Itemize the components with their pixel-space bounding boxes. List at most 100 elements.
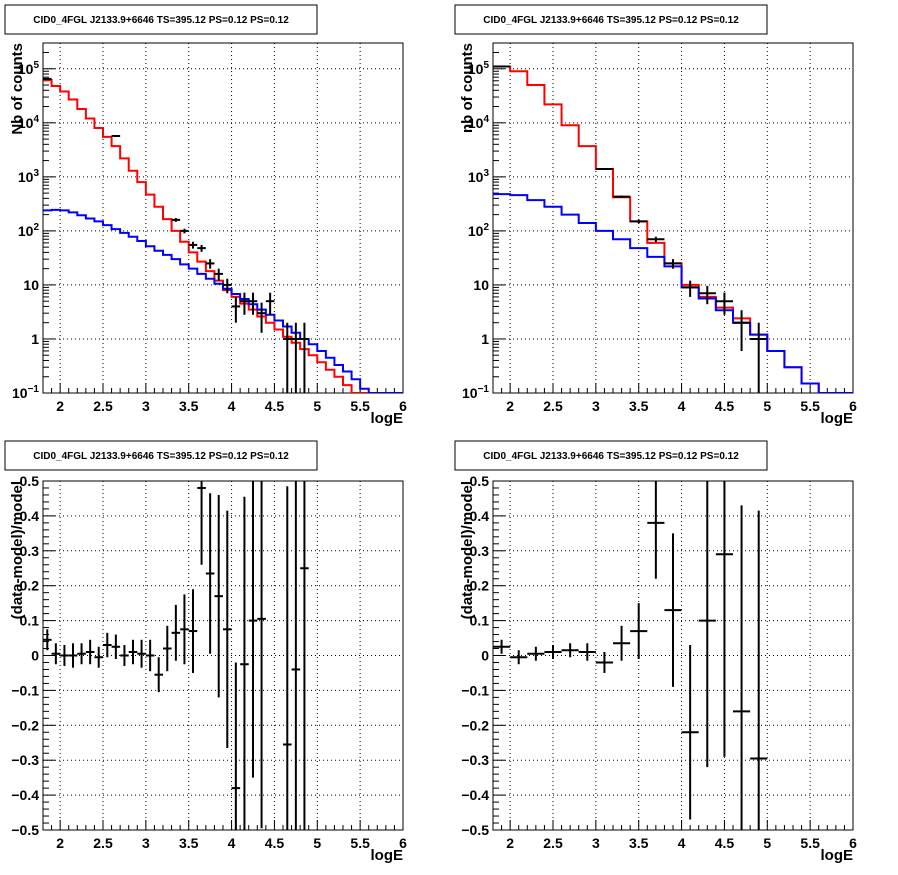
data-point — [154, 657, 163, 693]
data-point — [647, 236, 665, 243]
x-tick-label: 6 — [399, 398, 407, 414]
data-point — [510, 650, 528, 665]
y-tick-label: 103 — [18, 168, 40, 185]
data-point — [248, 481, 258, 778]
data-point — [163, 625, 172, 672]
y-axis-title: Nb of counts — [9, 43, 26, 135]
x-tick-label: 3 — [592, 398, 600, 414]
data-point — [613, 625, 631, 661]
x-tick-label: 4 — [678, 398, 686, 414]
y-tick-label: 105 — [18, 60, 40, 77]
data-point — [715, 481, 733, 757]
x-axis-title: logE — [371, 847, 404, 864]
x-tick-label: 2.5 — [543, 398, 563, 414]
x-tick-label: 3.5 — [629, 398, 649, 414]
data-point — [214, 268, 223, 281]
data-point — [698, 285, 716, 305]
plot-area — [43, 77, 403, 393]
data-point — [664, 259, 682, 269]
data-point — [111, 634, 121, 659]
y-tick-label: 0.3 — [20, 543, 40, 559]
x-tick-label: 5 — [763, 835, 771, 851]
y-axis-title: (data-model)/model — [9, 481, 26, 619]
data-point — [493, 639, 511, 654]
data-point — [544, 645, 562, 659]
x-tick-label: 2.5 — [93, 398, 113, 414]
y-tick-label: 0.3 — [470, 543, 490, 559]
x-tick-label: 2 — [506, 835, 514, 851]
data-point — [283, 322, 292, 393]
x-tick-label: 4.5 — [715, 835, 735, 851]
data-point — [630, 219, 648, 224]
data-point — [715, 292, 733, 315]
y-tick-label: −0.2 — [11, 717, 39, 733]
chart-title: CID0_4FGL J2133.9+6646 TS=395.12 PS=0.12… — [483, 15, 739, 26]
data-point — [231, 296, 241, 323]
y-axis-title: (data-model)/model — [459, 481, 476, 619]
y-tick-label: −0.3 — [461, 752, 489, 768]
data-point — [180, 228, 189, 234]
title-box — [454, 440, 768, 471]
y-tick-label: −0.1 — [11, 682, 39, 698]
y-tick-label: 0 — [481, 648, 489, 664]
y-tick-label: 0.5 — [470, 473, 490, 489]
data-point — [613, 195, 631, 198]
data-point — [664, 533, 682, 687]
data-point — [171, 218, 181, 222]
chart-panel-2: 2 2.5 3 3.5 4 4.5 5 5.5 6 10−1 1 10 102 103 104 105 logE… — [454, 4, 857, 427]
x-tick-label: 4.5 — [265, 398, 285, 414]
y-tick-label: 102 — [18, 222, 40, 239]
y-tick-label: 1 — [481, 331, 489, 347]
axis-ticks — [492, 42, 854, 394]
data-point — [300, 481, 309, 830]
x-tick-label: 4 — [228, 398, 236, 414]
data-point — [103, 632, 112, 658]
x-tick-label: 2 — [56, 835, 64, 851]
data-point — [681, 645, 699, 820]
y-tick-label: −0.3 — [11, 752, 39, 768]
x-tick-label: 3.5 — [179, 835, 199, 851]
data-point — [85, 639, 95, 665]
data-point — [240, 496, 249, 830]
title-box — [454, 4, 768, 35]
model-total-line — [493, 65, 853, 393]
y-tick-label: −0.4 — [461, 787, 489, 803]
data-point — [698, 481, 716, 768]
data-point — [733, 505, 751, 830]
data-point — [205, 493, 215, 654]
x-tick-label: 5.5 — [800, 398, 820, 414]
y-tick-label: 103 — [468, 168, 490, 185]
data-point — [77, 643, 86, 665]
x-tick-label: 6 — [849, 398, 857, 414]
y-tick-label: 0.4 — [470, 508, 490, 524]
data-point — [291, 481, 301, 830]
x-tick-label: 2 — [506, 398, 514, 414]
data-point — [265, 292, 275, 315]
y-tick-label: −0.4 — [11, 787, 39, 803]
chart-panel-3: 2 2.5 3 3.5 4 4.5 5 5.5 6 −0.5 −0.4 −0.3 −0.2 −0.1 0 0.… — [4, 440, 407, 864]
data-point — [750, 510, 768, 830]
y-tick-label: 10−1 — [12, 384, 39, 401]
data-point — [257, 481, 266, 829]
x-tick-label: 4.5 — [265, 835, 285, 851]
data-point — [128, 639, 138, 665]
data-point — [60, 645, 69, 666]
data-point — [257, 302, 266, 333]
grid — [43, 481, 403, 830]
x-tick-label: 3.5 — [629, 835, 649, 851]
title-box — [4, 4, 318, 35]
x-tick-label: 3.5 — [179, 398, 199, 414]
data-point — [561, 643, 579, 658]
y-tick-label: −0.5 — [461, 822, 489, 838]
x-tick-label: 4 — [228, 835, 236, 851]
y-tick-label: 102 — [468, 222, 490, 239]
model-total-line — [43, 79, 403, 393]
data-point — [240, 292, 249, 315]
data-point — [137, 639, 146, 668]
data-point — [231, 662, 241, 830]
model-component-line — [43, 208, 403, 393]
y-tick-label: 0.4 — [20, 508, 40, 524]
data-point — [291, 322, 301, 393]
data-point — [188, 589, 198, 673]
y-tick-label: 0.2 — [470, 578, 490, 594]
